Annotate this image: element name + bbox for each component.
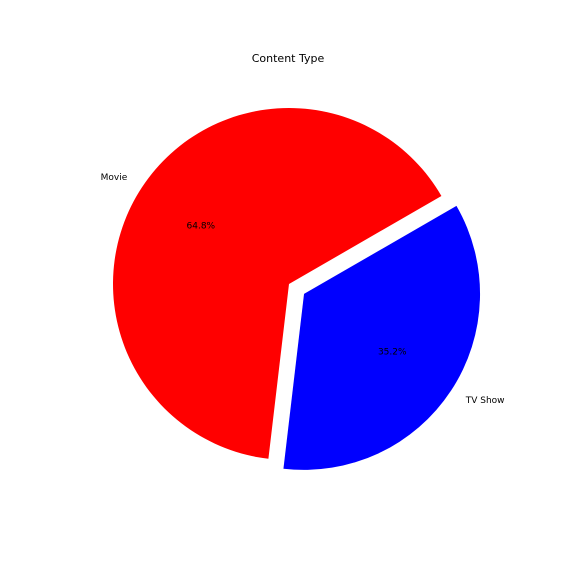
slice-label-tv-show: TV Show xyxy=(465,396,505,406)
slice-label-movie: Movie xyxy=(101,173,128,183)
slice-pct-tv-show: 35.2% xyxy=(378,347,407,357)
slice-pct-movie: 64.8% xyxy=(187,221,216,231)
pie-slice-movie xyxy=(113,108,442,459)
chart-title: Content Type xyxy=(251,52,325,65)
pie-slice-tv-show xyxy=(283,205,481,470)
